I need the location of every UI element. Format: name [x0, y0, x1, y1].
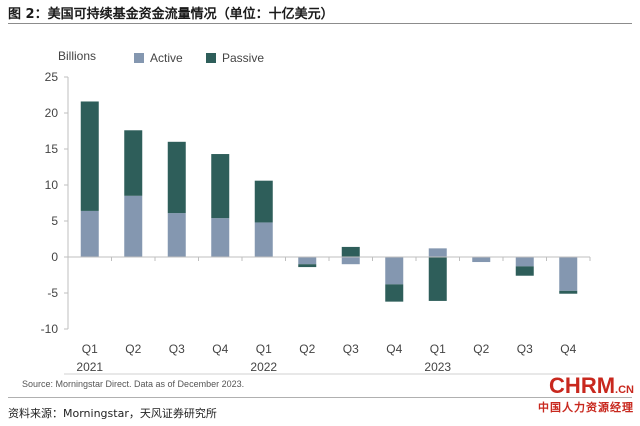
- legend-swatch-active: [134, 53, 144, 63]
- bar-active-10: [515, 257, 534, 267]
- bar-active-11: [559, 257, 578, 291]
- x-year-label: 2023: [424, 360, 451, 374]
- x-tick-label: Q2: [473, 342, 489, 356]
- x-tick-label: Q2: [125, 342, 141, 356]
- bars: [80, 101, 578, 302]
- bar-active-9: [472, 257, 491, 263]
- watermark-sub: 中国人力资源经理: [538, 401, 634, 414]
- bar-active-4: [254, 222, 273, 257]
- watermark-main: CHRM.CN: [549, 373, 634, 398]
- bar-active-7: [385, 257, 404, 285]
- bar-active-6: [341, 257, 360, 265]
- y-tick-label: 20: [45, 106, 59, 120]
- y-tick-label: 15: [45, 142, 59, 156]
- x-year-label: 2021: [76, 360, 103, 374]
- bar-passive-4: [254, 180, 273, 223]
- legend-label-active: Active: [150, 51, 183, 65]
- bar-passive-8: [428, 257, 447, 301]
- x-tick-label: Q2: [299, 342, 315, 356]
- bar-active-5: [298, 257, 317, 265]
- bar-active-1: [124, 195, 143, 257]
- x-tick-label: Q4: [560, 342, 576, 356]
- x-tick-label: Q4: [212, 342, 228, 356]
- footer-rule: [8, 397, 632, 398]
- y-tick-label: 25: [45, 70, 59, 84]
- title-rule: [8, 23, 632, 24]
- bar-passive-1: [124, 130, 143, 196]
- x-year-label: 2022: [250, 360, 277, 374]
- bar-active-3: [211, 218, 230, 257]
- x-tick-label: Q1: [256, 342, 272, 356]
- y-axis-label: Billions: [58, 49, 96, 63]
- y-tick-label: -5: [47, 286, 58, 300]
- y-tick-label: 5: [51, 214, 58, 228]
- x-tick-label: Q3: [517, 342, 533, 356]
- footer-source: 资料来源：Morningstar，天风证券研究所: [8, 407, 217, 420]
- x-tick-label: Q3: [343, 342, 359, 356]
- x-tick-label: Q3: [169, 342, 185, 356]
- y-tick-label: 10: [45, 178, 59, 192]
- figure-title: 图 2：美国可持续基金资金流量情况（单位：十亿美元）: [8, 7, 334, 22]
- legend-swatch-passive: [206, 53, 216, 63]
- bar-passive-10: [515, 266, 534, 276]
- bar-passive-11: [559, 290, 578, 294]
- bar-passive-6: [341, 246, 360, 257]
- bar-active-8: [428, 248, 447, 257]
- legend-label-passive: Passive: [222, 51, 264, 65]
- y-axis: 25 20 15 10 5 0 -5 -10: [41, 70, 69, 336]
- bar-passive-5: [298, 264, 317, 268]
- bar-active-2: [167, 213, 186, 257]
- bar-passive-7: [385, 284, 404, 302]
- y-tick-label: -10: [41, 322, 59, 336]
- source-note: Source: Morningstar Direct. Data as of D…: [22, 379, 245, 389]
- x-tick-label: Q1: [82, 342, 98, 356]
- legend: Active Passive: [134, 51, 264, 65]
- x-tick-label: Q4: [386, 342, 402, 356]
- bar-passive-0: [80, 101, 99, 211]
- bar-active-0: [80, 210, 99, 257]
- x-tick-label: Q1: [430, 342, 446, 356]
- y-tick-label: 0: [51, 250, 58, 264]
- bar-passive-2: [167, 141, 186, 214]
- x-axis: Q1 Q2 Q3 Q4 Q1 Q2 Q3 Q4 Q1 Q2 Q3 Q4 2021 2022 2023: [64, 256, 591, 375]
- watermark-logo: CHRM.CN 中国人力资源经理: [538, 375, 634, 415]
- bar-passive-3: [211, 154, 230, 219]
